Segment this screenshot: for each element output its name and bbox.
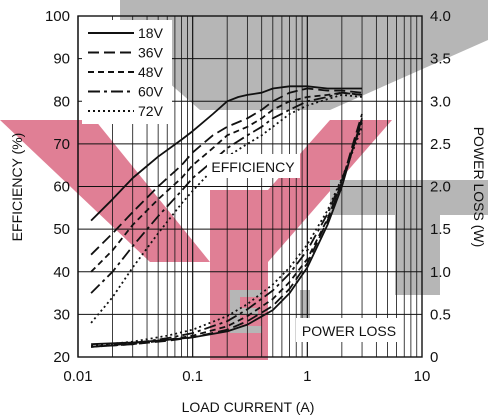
series-group: [90, 85, 363, 348]
efficiency-annotation: EFFICIENCY: [211, 159, 295, 175]
y2-tick-label: 3.5: [430, 51, 451, 68]
watermark-shape-2: [210, 190, 268, 360]
efficiency-line-72v: [90, 94, 363, 324]
y-tick-label: 80: [53, 93, 70, 110]
y-tick-label: 20: [53, 349, 70, 366]
y2-tick-label: 1.5: [430, 221, 451, 238]
x-tick-label: 10: [414, 368, 431, 385]
y2-tick-label: 2.5: [430, 136, 451, 153]
watermark-shape-1: [0, 120, 210, 262]
y2-tick-label: 2.0: [430, 179, 451, 196]
efficiency-line-60v: [90, 91, 363, 294]
legend-label: 60V: [138, 84, 164, 100]
efficiency-label-bg: [207, 154, 300, 178]
watermark-shape-4: [120, 0, 488, 110]
power-loss-annotation: POWER LOSS: [302, 323, 396, 339]
efficiency-line-18v: [90, 85, 362, 222]
plot-border: [77, 15, 423, 358]
efficiency-line-36v: [90, 87, 363, 256]
x-tick-label: 0.1: [182, 368, 203, 385]
y2-tick-label: 3.0: [430, 93, 451, 110]
legend: 18V 36V 48V 60V 72V: [82, 20, 172, 124]
tick-labels: 20 30 40 50 60 70 80 90 100 0 0.5 1.0 1.5 2.0 2.5 3.0 3.…: [45, 8, 451, 385]
x-tick-label: 1: [303, 368, 311, 385]
y-tick-label: 40: [53, 264, 70, 281]
y-tick-label: 30: [53, 306, 70, 323]
y2-axis-label: POWER LOSS (W): [471, 127, 487, 248]
x-tick-label: 0.01: [63, 368, 92, 385]
y-tick-label: 50: [53, 221, 70, 238]
y2-tick-label: 1.0: [430, 264, 451, 281]
power-loss-line-48v: [91, 119, 363, 348]
watermark-shape-6: [230, 290, 262, 333]
y-tick-label: 70: [53, 136, 70, 153]
y-tick-label: 100: [45, 8, 70, 25]
power-loss-label-bg: [296, 318, 402, 342]
plot-frame: [77, 15, 423, 358]
x-axis-label: LOAD CURRENT (A): [182, 399, 315, 415]
legend-background: [82, 20, 172, 124]
y2-tick-label: 0: [430, 349, 438, 366]
y-tick-label: 90: [53, 51, 70, 68]
efficiency-line-48v: [90, 91, 363, 273]
legend-label: 18V: [138, 25, 164, 41]
y-axis-label: EFFICIENCY (%): [9, 133, 25, 242]
watermark-shape-5: [330, 180, 488, 295]
y2-tick-label: 0.5: [430, 306, 451, 323]
y-tick-label: 60: [53, 179, 70, 196]
power-loss-line-60v: [91, 122, 363, 348]
grid: [77, 15, 422, 358]
legend-label: 48V: [138, 64, 164, 80]
legend-label: 72V: [138, 103, 164, 119]
legend-label: 36V: [138, 45, 164, 61]
y2-tick-label: 4.0: [430, 8, 451, 25]
watermark: [0, 0, 488, 360]
power-loss-line-72v: [91, 126, 363, 347]
power-loss-line-18v: [91, 118, 363, 346]
